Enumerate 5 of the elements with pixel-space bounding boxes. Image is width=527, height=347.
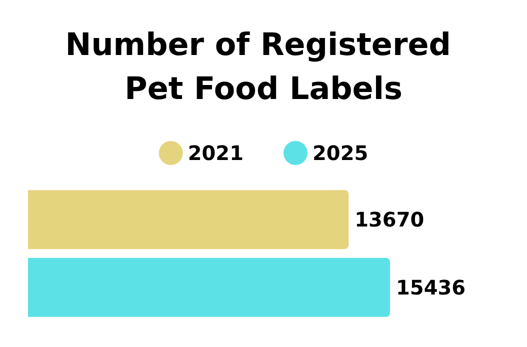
- legend-label: 2021: [188, 141, 244, 165]
- legend-label: 2025: [312, 141, 368, 165]
- data-label: 13670: [354, 208, 424, 232]
- chart-title: Number of Registered Pet Food Labels: [65, 27, 462, 107]
- data-label: 15436: [396, 275, 466, 300]
